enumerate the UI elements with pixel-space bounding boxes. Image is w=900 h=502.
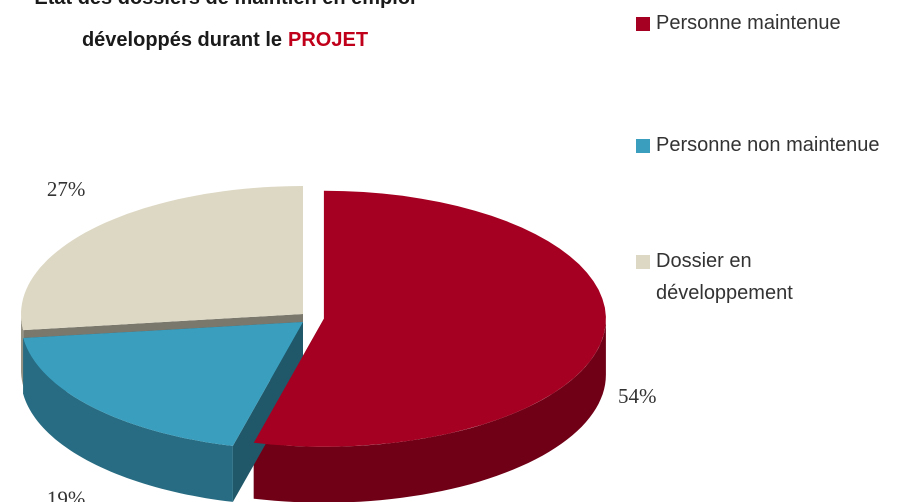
legend-label: Dossier en développement	[656, 250, 793, 304]
chart-title: développés durant le PROJET	[82, 29, 368, 51]
chart-title: État des dossiers de maintien en emploi	[34, 0, 415, 9]
title-highlight: PROJET	[288, 29, 368, 51]
value-label: 54%	[618, 384, 657, 408]
slice	[253, 190, 606, 447]
title-text: développés durant le	[82, 29, 282, 51]
legend-swatch	[636, 255, 650, 269]
slice-side	[21, 314, 24, 387]
slice	[23, 322, 303, 446]
slice-side	[23, 338, 233, 502]
legend-swatch	[636, 17, 650, 31]
value-label: 19%	[47, 487, 86, 502]
slice	[21, 186, 303, 331]
legend-swatch	[636, 139, 650, 153]
legend-label: Personne maintenue	[656, 12, 841, 34]
legend-label: Personne non maintenue	[656, 134, 880, 156]
slice-side	[253, 318, 606, 502]
value-label: 27%	[47, 177, 86, 201]
